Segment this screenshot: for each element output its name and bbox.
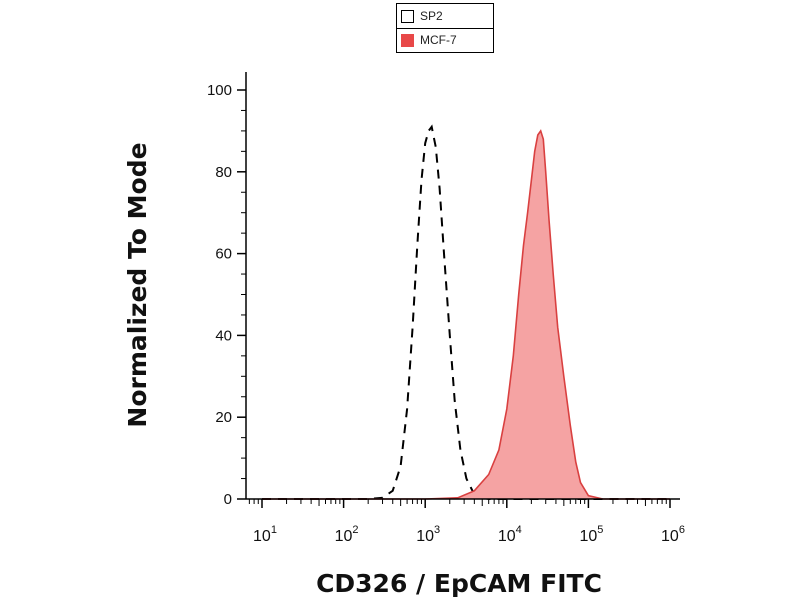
y-tick-label: 100 — [207, 82, 232, 99]
axes-layer — [245, 72, 680, 500]
series-mcf7-line — [262, 129, 670, 500]
legend-swatch-sp2 — [401, 9, 414, 23]
x-axis-title: CD326 / EpCAM FITC — [316, 569, 602, 598]
legend-item-mcf7: MCF-7 — [397, 28, 493, 52]
series-sp2-line — [262, 124, 670, 500]
x-tick-label: 103 — [416, 524, 440, 545]
x-tick-label: 105 — [579, 524, 603, 545]
ticks-layer: 0 20 40 60 80 100 101 102 103 104 105 106 — [207, 82, 685, 545]
series-mcf7-area — [262, 130, 670, 499]
legend-label-mcf7: MCF-7 — [420, 33, 457, 47]
y-tick-label: 80 — [215, 164, 232, 181]
legend-swatch-mcf7 — [401, 33, 414, 47]
x-tick-label: 106 — [661, 524, 685, 545]
y-tick-label: 40 — [215, 327, 232, 344]
x-tick-label: 104 — [498, 524, 522, 545]
y-tick-label: 20 — [215, 409, 232, 426]
legend-label-sp2: SP2 — [420, 9, 443, 23]
y-axis-title: Normalized To Mode — [123, 142, 152, 427]
series-layer — [262, 124, 670, 500]
x-tick-label: 101 — [253, 524, 277, 545]
x-tick-label: 102 — [335, 524, 359, 545]
legend-item-sp2: SP2 — [397, 4, 493, 29]
y-tick-label: 60 — [215, 246, 232, 263]
y-tick-label: 0 — [224, 491, 232, 508]
legend: SP2 MCF-7 — [396, 3, 494, 53]
